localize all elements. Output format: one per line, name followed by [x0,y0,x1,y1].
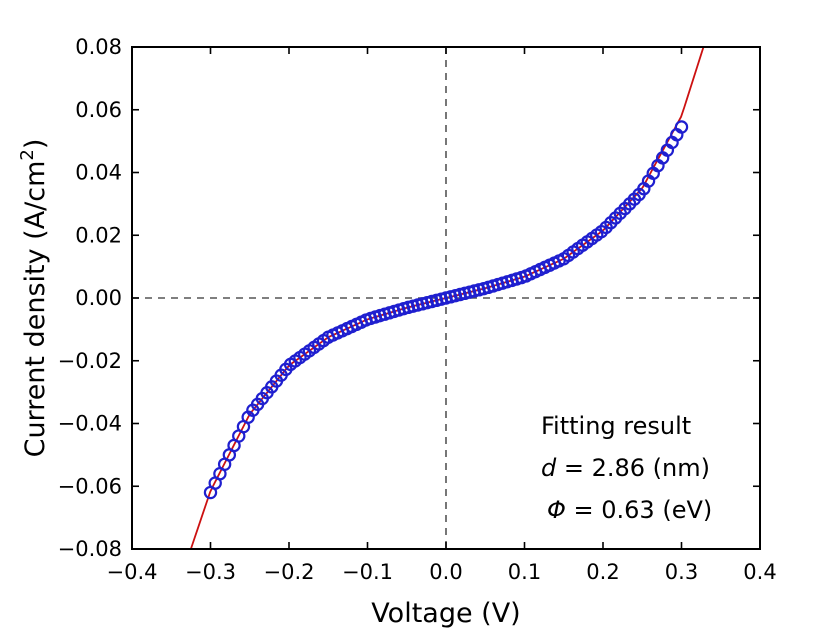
y-axis-title-end: ) [20,139,51,150]
annotation-phi-value: = 0.63 (eV) [566,496,712,524]
x-tick-label: −0.1 [342,560,393,584]
x-tick-label: 0.0 [429,560,462,584]
y-axis-title: Current density (A/cm2) [17,139,51,458]
y-tick-label: −0.02 [58,349,122,373]
x-tick-label: 0.3 [665,560,698,584]
y-tick-label: −0.06 [58,474,122,498]
y-tick-label: −0.04 [58,412,122,436]
x-tick-label: −0.4 [107,560,158,584]
y-tick-label: 0.06 [75,98,122,122]
y-axis-title-main: Current density (A/cm [20,161,51,458]
y-tick-label: 0.04 [75,161,122,185]
fitting-result-annotation: Fitting result d = 2.86 (nm) Φ = 0.63 (e… [541,412,712,524]
x-tick-label: −0.3 [185,560,236,584]
y-axis-title-superscript: 2 [17,149,38,160]
y-tick-label: 0.00 [75,286,122,310]
x-tick-label: 0.2 [586,560,619,584]
x-tick-label: 0.1 [508,560,541,584]
y-tick-label: 0.02 [75,223,122,247]
measured-points-layer [203,120,689,500]
x-tick-label: 0.4 [743,560,776,584]
y-tick-label: 0.08 [75,35,122,59]
annotation-phi-symbol: Φ [547,496,566,524]
annotation-d-value: = 2.86 (nm) [556,454,710,482]
axis-ticks: −0.4 −0.3 −0.2 −0.1 0.0 0.1 0.2 0.3 0.4 0.08 0.06 0… [58,35,777,584]
x-axis-title: Voltage (V) [371,598,520,629]
y-tick-label: −0.08 [58,537,122,561]
annotation-heading: Fitting result [541,412,691,440]
annotation-thickness: d = 2.86 (nm) [541,454,710,482]
annotation-barrier: Φ = 0.63 (eV) [547,496,712,524]
annotation-d-symbol: d [541,454,557,482]
data-point [674,120,689,134]
x-tick-label: −0.2 [264,560,315,584]
